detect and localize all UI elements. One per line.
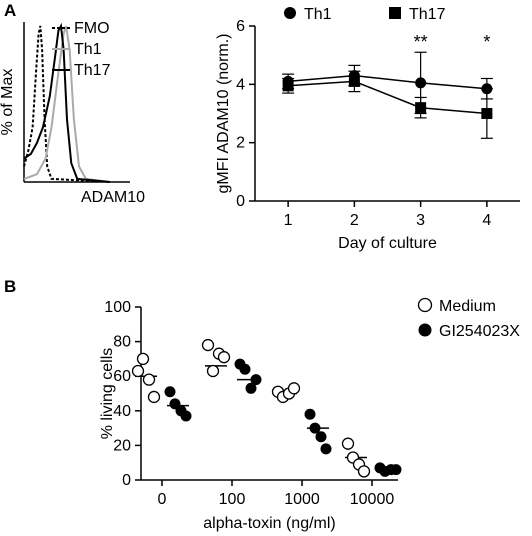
scatter-point-gi254023x	[320, 443, 332, 455]
scatter-point-gi254023x	[309, 422, 321, 434]
line-point-th17	[348, 75, 360, 87]
scatter-y-tick-label: 40	[113, 403, 131, 420]
hist-legend-label: Th17	[74, 62, 111, 79]
line-x-tick-label: 1	[284, 212, 293, 229]
scatter-point-medium	[147, 390, 161, 404]
histogram-chart: % of Max ADAM10 FMO Th1 Th17	[0, 20, 145, 206]
line-legend-marker-th17	[389, 7, 401, 19]
scatter-y-label: % living cells	[99, 348, 116, 440]
scatter-x-tick-label: 0	[158, 491, 167, 508]
hist-legend-label: FMO	[74, 20, 110, 37]
scatter-point-medium	[136, 352, 150, 366]
scatter-y-tick-label: 20	[113, 437, 131, 454]
line-point-th17	[282, 80, 294, 92]
significance-marker: **	[414, 32, 428, 52]
scatter-point-medium	[287, 382, 301, 395]
scatter-point-medium	[131, 364, 145, 378]
scatter-point-gi254023x	[390, 464, 402, 476]
hist-curve-th1	[23, 25, 111, 183]
line-y-tick-label: 2	[236, 135, 245, 152]
line-series-th17	[288, 80, 487, 115]
scatter-x-label: alpha-toxin (ng/ml)	[203, 515, 336, 532]
scatter-point-gi254023x	[164, 386, 176, 398]
line-legend-label: Th17	[409, 6, 446, 23]
scatter-point-gi254023x	[304, 408, 316, 420]
line-x-tick-label: 3	[416, 212, 425, 229]
scatter-x-tick-label: 100	[219, 491, 246, 508]
scatter-legend-label: Medium	[439, 298, 496, 315]
line-point-th17	[415, 102, 427, 114]
line-y-tick-label: 4	[236, 76, 245, 93]
scatter-point-gi254023x	[315, 431, 327, 443]
scatter-legend-marker-medium	[417, 297, 433, 313]
scatter-y-tick-label: 80	[113, 334, 131, 351]
line-x-tick-label: 4	[482, 212, 491, 229]
hist-legend-label: Th1	[74, 41, 102, 58]
scatter-point-medium	[201, 338, 215, 352]
scatter-point-medium	[357, 465, 371, 478]
hist-y-label: % of Max	[0, 69, 16, 136]
scatter-point-medium	[217, 351, 231, 364]
panel-a-label: A	[4, 1, 16, 20]
scatter-point-gi254023x	[239, 363, 251, 375]
line-legend-label: Th1	[304, 6, 332, 23]
line-y-tick-label: 0	[236, 193, 245, 210]
scatter-point-medium	[142, 373, 156, 386]
scatter-point-gi254023x	[250, 374, 262, 386]
scatter-y-tick-label: 60	[113, 368, 131, 385]
scatter-x-tick-label: 1000	[284, 491, 320, 508]
scatter-y-tick-label: 0	[122, 472, 131, 489]
line-y-tick-label: 6	[236, 18, 245, 35]
significance-marker: *	[483, 32, 490, 52]
scatter-legend-marker-gi254023x	[418, 323, 432, 337]
line-point-th1	[415, 77, 427, 89]
hist-curve-fmo	[23, 25, 111, 183]
scatter-point-medium	[341, 437, 355, 450]
scatter-point-medium	[206, 364, 220, 378]
scatter-legend-label: GI254023X	[439, 323, 520, 340]
line-x-tick-label: 2	[350, 212, 359, 229]
line-x-label: Day of culture	[338, 235, 437, 252]
timecourse-chart: 0 2 4 6 1 2 3 4 Day of culture gMFI ADAM10 (norm.…	[215, 6, 520, 252]
scatter-point-gi254023x	[245, 382, 257, 394]
hist-curve-th17	[23, 22, 111, 183]
line-series-th1	[288, 74, 487, 90]
hist-x-label: ADAM10	[81, 189, 145, 206]
panel-b-label: B	[4, 277, 16, 296]
scatter-x-tick-label: 10000	[350, 491, 395, 508]
line-point-th17	[481, 108, 493, 119]
scatter-point-gi254023x	[180, 410, 192, 422]
scatter-y-tick-label: 100	[104, 299, 131, 316]
line-legend-marker-th1	[284, 7, 296, 19]
line-y-label: gMFI ADAM10 (norm.)	[215, 33, 232, 193]
